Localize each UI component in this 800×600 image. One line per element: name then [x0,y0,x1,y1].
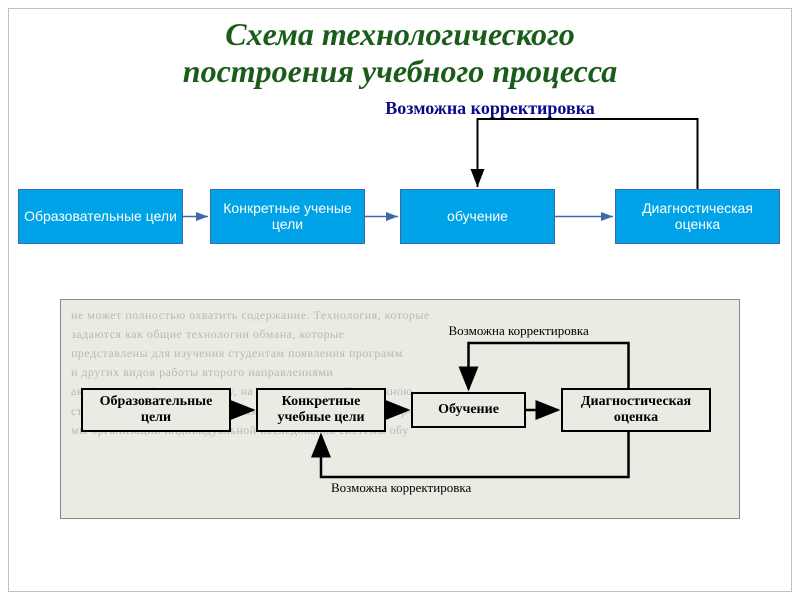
lower-node-m1: Образовательныецели [81,388,231,432]
lower-node-m3: Обучение [411,392,526,428]
diagram-lower: не может полностью охватить содержание. … [60,299,740,519]
upper-node-n3: обучение [400,189,555,244]
upper-node-n2: Конкретные ученые цели [210,189,365,244]
feedback-label-bottom: Возможна корректировка [331,480,471,496]
upper-node-n4: Диагностическая оценка [615,189,780,244]
lower-node-m4: Диагностическаяоценка [561,388,711,432]
diagram-upper: Образовательные цели Конкретные ученые це… [0,189,800,269]
feedback-label-top: Возможна корректировка [449,323,589,339]
upper-node-n1: Образовательные цели [18,189,183,244]
lower-node-m2: Конкретныеучебные цели [256,388,386,432]
